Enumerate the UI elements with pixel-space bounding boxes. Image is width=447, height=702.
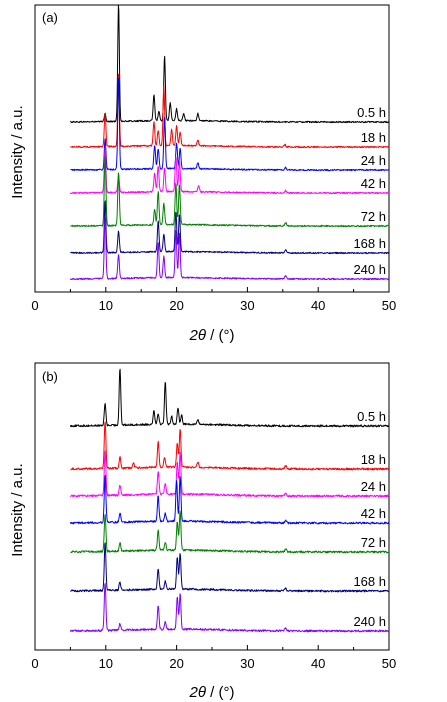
panel-a-x-tick-label: 30 [240,298,254,313]
panel-b-series-72-h-line [70,510,390,554]
panel-b-x-axis-title: 2θ / (°) [189,684,235,701]
panel-b-x-axis-unit: / (°) [206,684,235,701]
panel-a-x-axis-symbol: 2θ [189,327,206,344]
panel-b-series-42-h-line [69,474,390,525]
panel-a-plot-frame [34,4,390,293]
panel-b-curve-label: 240 h [353,614,386,629]
panel-b-curve-label: 42 h [361,506,386,521]
panel-a-curve-label: 72 h [361,209,386,224]
panel-a-y-axis-title: Intensity / a.u. [9,105,26,198]
panel-a-curve-label: 240 h [353,262,386,277]
panel-b-series-24-h-line [69,450,390,498]
panel-b-curve-label: 168 h [353,574,386,589]
panel-b-curve-label: 72 h [361,535,386,550]
panel-a-curves [69,4,390,281]
panel-b-series-240-h-line [69,582,390,633]
panel-a-curve-label: 168 h [353,236,386,251]
panel-a: (a) 0.5 h 18 h 24 h 42 h 72 h 168 h 240 h 0 10 2… [9,4,396,344]
panel-a-x-axis-unit: / (°) [206,327,235,344]
panel-a-x-tick-label: 50 [382,298,396,313]
panel-a-series-18-h-line [70,73,390,149]
panel-b-x-tick-label: 30 [240,656,254,671]
panel-b-x-tick-label: 50 [382,656,396,671]
panel-a-series-0-5-h-line [70,4,390,124]
panel-b-curve-label: 24 h [361,479,386,494]
panel-a-x-tick-label: 0 [31,298,38,313]
panel-a-curve-labels: 0.5 h 18 h 24 h 42 h 72 h 168 h 240 h [353,105,386,277]
panel-b: (b) 0.5 h 18 h 24 h 42 h 72 h 168 h 240 h 0 10 2… [9,362,396,701]
panel-b-x-tick-label: 40 [311,656,325,671]
panel-b-x-tick-label: 0 [31,656,38,671]
panel-a-curve-label: 18 h [361,130,386,145]
panel-a-series-168-h-line [70,200,390,255]
panel-a-curve-label: 0.5 h [357,105,386,120]
panel-a-series-24-h-line [70,78,390,172]
panel-a-label: (a) [42,10,58,25]
panel-a-series-42-h-line [69,147,390,195]
panel-a-series-240-h-line [69,217,390,281]
panel-a-x-axis-ticks: 0 10 20 30 40 50 [31,287,396,313]
panel-b-label: (b) [42,369,58,384]
panel-b-curve-label: 18 h [361,452,386,467]
panel-b-plot-frame [34,362,390,651]
panel-b-series-0-5-h-line [69,368,390,428]
panel-b-x-axis-ticks: 0 10 20 30 40 50 [31,645,396,671]
panel-b-x-axis-symbol: 2θ [189,684,206,701]
panel-b-series-168-h-line [69,542,390,593]
panel-b-x-tick-label: 10 [99,656,113,671]
panel-a-curve-label: 24 h [361,153,386,168]
panel-b-curves [69,368,390,633]
panel-b-y-axis-title: Intensity / a.u. [9,463,26,556]
panel-a-x-tick-label: 10 [99,298,113,313]
panel-a-x-tick-label: 40 [311,298,325,313]
panel-a-series-72-h-line [70,155,390,228]
panel-a-curve-label: 42 h [361,176,386,191]
panel-b-curve-labels: 0.5 h 18 h 24 h 42 h 72 h 168 h 240 h [353,409,386,629]
panel-a-x-tick-label: 20 [169,298,183,313]
panel-b-curve-label: 0.5 h [357,409,386,424]
panel-a-x-axis-title: 2θ / (°) [189,327,235,344]
panel-b-series-18-h-line [70,421,390,471]
panel-b-x-tick-label: 20 [169,656,183,671]
